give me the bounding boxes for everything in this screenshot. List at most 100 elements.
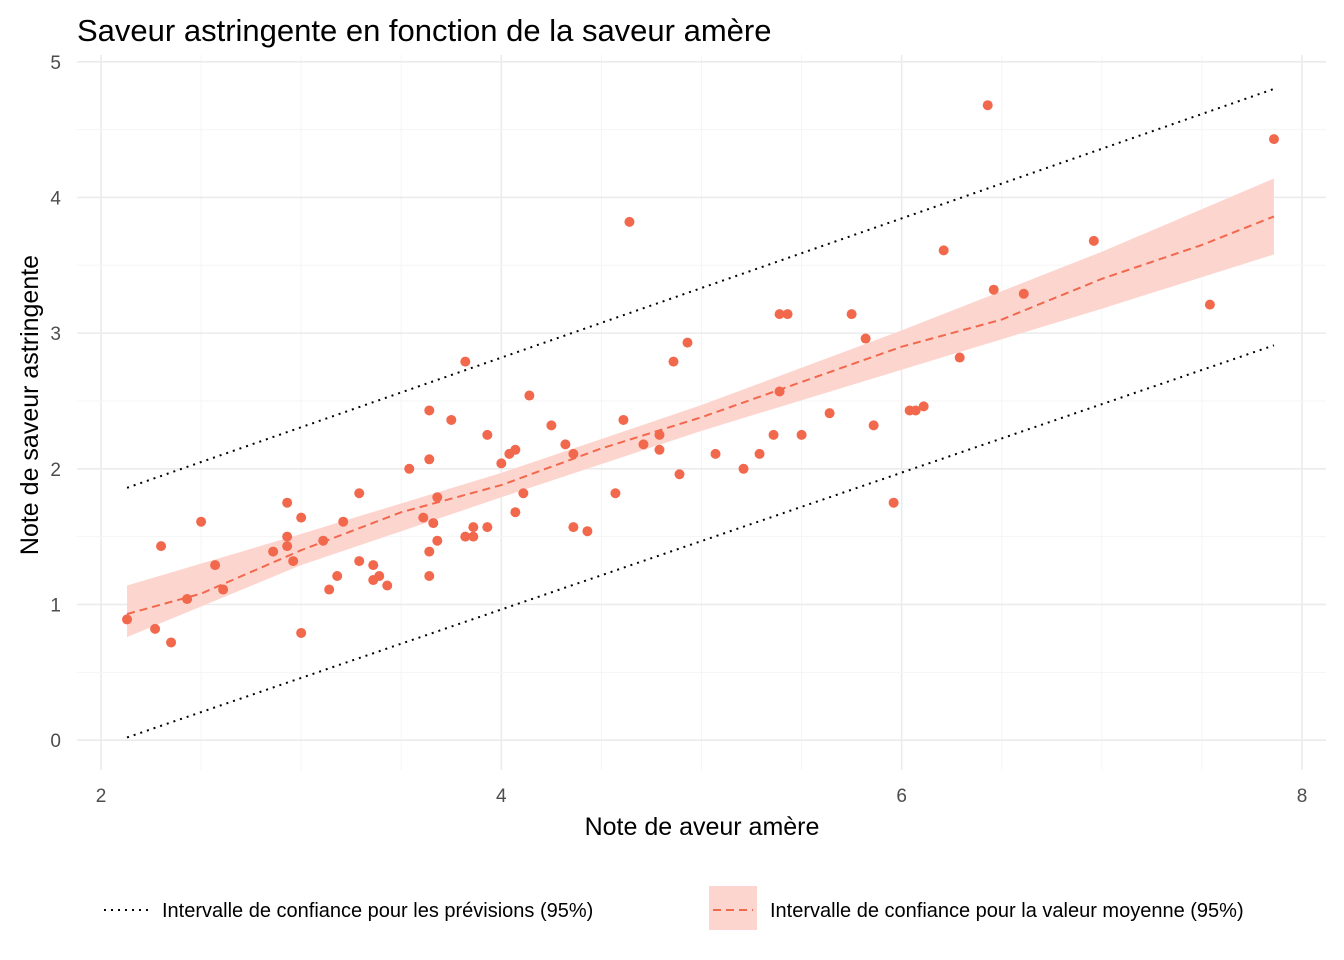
data-point [654, 444, 665, 455]
regression-line-group [126, 215, 1275, 615]
data-point [404, 463, 415, 474]
x-axis-title: Note de aveur amère [585, 813, 820, 841]
data-point [496, 458, 507, 469]
data-point [196, 516, 207, 527]
data-point [510, 507, 521, 518]
data-point [468, 531, 479, 542]
tick-labels: 2 4 6 8 0 1 2 3 4 5 [50, 53, 1307, 807]
data-point [918, 401, 929, 412]
data-point [338, 516, 349, 527]
data-point [910, 405, 921, 416]
data-point [460, 531, 471, 542]
data-point [428, 518, 439, 529]
data-point [324, 584, 335, 595]
data-point [846, 309, 857, 320]
y-tick-label: 0 [50, 731, 61, 752]
data-point [582, 526, 593, 537]
y-tick-label: 3 [50, 324, 61, 345]
data-point [282, 541, 293, 552]
data-point [382, 580, 393, 591]
data-point [368, 560, 379, 571]
mean-confidence-ribbon-group [127, 178, 1274, 638]
data-point [618, 414, 629, 425]
data-point [332, 570, 343, 581]
data-point [460, 356, 471, 367]
data-point [568, 448, 579, 459]
data-point [738, 463, 749, 474]
data-point [982, 100, 993, 111]
data-point [682, 337, 693, 348]
data-point [122, 614, 133, 625]
data-point [282, 531, 293, 542]
data-point [318, 535, 329, 546]
x-tick-label: 6 [896, 786, 907, 807]
data-point [296, 627, 307, 638]
y-tick-label: 2 [50, 460, 61, 481]
grid [77, 55, 1326, 770]
data-point [482, 522, 493, 533]
data-point [674, 469, 685, 480]
y-axis-title: Note de saveur astringente [16, 255, 44, 555]
data-point [782, 309, 793, 320]
data-point [774, 386, 785, 397]
legend: Intervalle de confiance pour les prévisi… [104, 886, 1244, 930]
y-tick-label: 4 [50, 188, 61, 209]
data-point [518, 488, 529, 499]
data-point [546, 420, 557, 431]
data-point [282, 497, 293, 508]
data-point [988, 284, 999, 295]
data-point [654, 429, 665, 440]
data-point [424, 454, 435, 465]
data-point [624, 216, 635, 227]
chart-title: Saveur astringente en fonction de la sav… [77, 13, 771, 48]
data-point [424, 405, 435, 416]
data-point [638, 439, 649, 450]
data-point [354, 488, 365, 499]
data-point [468, 522, 479, 533]
data-point [1018, 288, 1029, 299]
x-tick-label: 8 [1297, 786, 1308, 807]
data-point [796, 429, 807, 440]
data-point [610, 488, 621, 499]
data-point [524, 390, 535, 401]
data-point [754, 448, 765, 459]
data-point [510, 444, 521, 455]
data-point [560, 439, 571, 450]
data-point [354, 556, 365, 567]
mean-confidence-ribbon [127, 178, 1274, 638]
x-tick-label: 2 [96, 786, 107, 807]
data-point [868, 420, 879, 431]
data-point [268, 546, 279, 557]
scatter-points [122, 100, 1279, 648]
data-point [432, 492, 443, 503]
data-point [446, 414, 457, 425]
data-point [288, 556, 299, 567]
data-point [418, 512, 429, 523]
data-point [568, 522, 579, 533]
data-point [888, 497, 899, 508]
data-point [938, 245, 949, 256]
data-point [482, 429, 493, 440]
legend-label-prediction: Intervalle de confiance pour les prévisi… [162, 900, 593, 922]
data-point [182, 594, 193, 605]
data-point [824, 408, 835, 419]
data-point [156, 541, 167, 552]
data-point [954, 352, 965, 363]
regression-line [126, 215, 1275, 615]
data-point [432, 535, 443, 546]
data-point [218, 584, 229, 595]
data-point [710, 448, 721, 459]
y-tick-label: 5 [50, 53, 61, 74]
data-point [1268, 134, 1279, 145]
data-point [1204, 299, 1215, 310]
x-tick-label: 4 [496, 786, 507, 807]
data-point [768, 429, 779, 440]
legend-key-mean-ribbon [709, 886, 757, 930]
data-point [424, 546, 435, 557]
data-point [424, 570, 435, 581]
data-point [374, 570, 385, 581]
data-point [774, 309, 785, 320]
data-point [668, 356, 679, 367]
